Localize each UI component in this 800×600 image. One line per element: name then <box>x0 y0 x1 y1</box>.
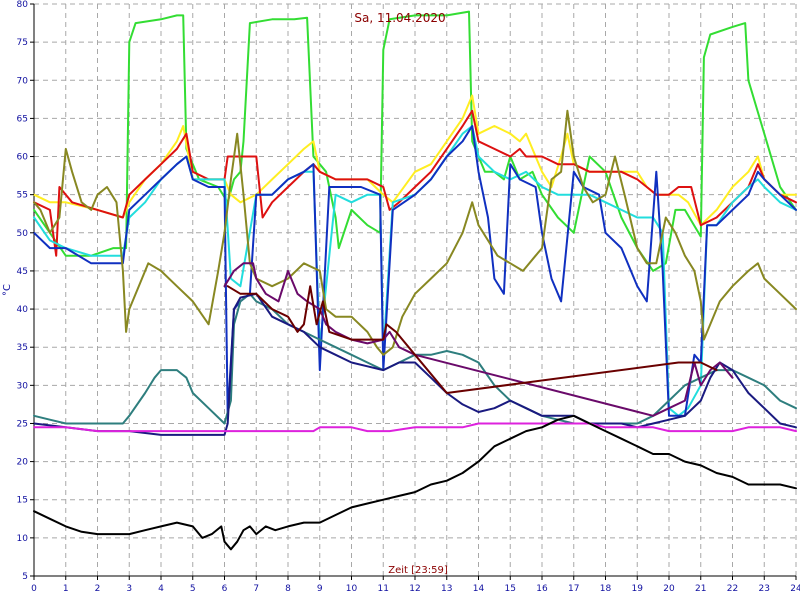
y-tick-label: 35 <box>17 343 28 353</box>
y-tick-label: 60 <box>17 153 29 163</box>
x-tick-label: 21 <box>695 584 706 594</box>
x-tick-label: 18 <box>600 584 612 594</box>
y-tick-label: 10 <box>17 534 29 544</box>
series-line-12 <box>33 414 797 551</box>
x-tick-label: 1 <box>63 584 69 594</box>
x-tick-label: 23 <box>759 584 770 594</box>
series-lines <box>33 10 797 551</box>
series-line-8 <box>33 292 797 436</box>
x-tick-label: 4 <box>158 584 164 594</box>
y-tick-label: 50 <box>17 229 29 239</box>
x-tick-label: 12 <box>409 584 420 594</box>
series-line-3 <box>33 109 797 257</box>
x-tick-label: 15 <box>505 584 516 594</box>
y-tick-label: 80 <box>17 0 29 10</box>
y-tick-label: 40 <box>17 305 29 315</box>
x-tick-label: 3 <box>126 584 132 594</box>
x-tick-label: 11 <box>378 584 389 594</box>
x-tick-label: 9 <box>317 584 323 594</box>
grid-lines <box>33 3 797 577</box>
y-tick-label: 65 <box>17 114 28 124</box>
series-line-2 <box>33 94 797 227</box>
x-tick-label: 13 <box>441 584 452 594</box>
y-axis-label: °C <box>2 284 13 296</box>
x-tick-label: 10 <box>346 584 358 594</box>
tick-labels: 0 1 2 3 4 5 6 7 8 9 10 11 12 13 14 15 16 17 18 19 20 21 22 23 24… <box>17 0 800 594</box>
x-tick-label: 6 <box>222 584 228 594</box>
x-tick-label: 19 <box>632 584 644 594</box>
y-tick-label: 20 <box>17 458 29 468</box>
x-axis-label: Zeit [23:59] <box>388 565 448 576</box>
series-line-5 <box>33 125 797 417</box>
x-tick-label: 17 <box>568 584 579 594</box>
x-tick-label: 0 <box>31 584 37 594</box>
x-tick-label: 14 <box>473 584 485 594</box>
x-tick-label: 24 <box>790 584 800 594</box>
y-tick-label: 45 <box>17 267 28 277</box>
x-tick-label: 2 <box>95 584 101 594</box>
x-tick-label: 16 <box>536 584 548 594</box>
y-tick-label: 55 <box>17 191 28 201</box>
y-tick-label: 5 <box>22 572 28 582</box>
y-tick-label: 75 <box>17 38 28 48</box>
x-tick-label: 22 <box>727 584 738 594</box>
x-tick-label: 5 <box>190 584 196 594</box>
chart-title: Sa, 11.04.2020 <box>354 11 445 25</box>
y-tick-label: 70 <box>17 76 29 86</box>
series-line-6 <box>33 109 797 356</box>
y-tick-label: 25 <box>17 419 28 429</box>
x-tick-label: 20 <box>663 584 675 594</box>
x-tick-label: 7 <box>253 584 259 594</box>
series-line-10 <box>226 285 718 394</box>
series-line-1 <box>33 10 797 272</box>
series-line-11 <box>33 422 797 433</box>
y-tick-label: 15 <box>17 496 28 506</box>
x-tick-label: 8 <box>285 584 291 594</box>
y-tick-label: 30 <box>17 381 29 391</box>
